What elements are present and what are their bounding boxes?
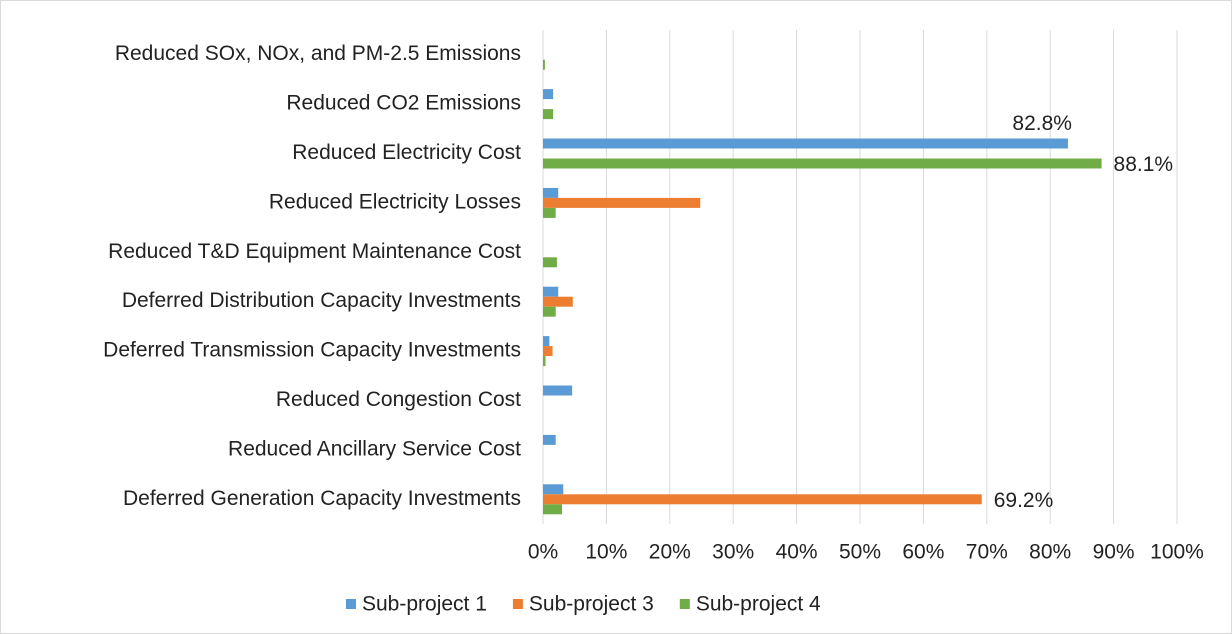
- y-tick-label: Reduced SOx, NOx, and PM-2.5 Emissions: [115, 42, 521, 65]
- legend-label: Sub-project 1: [362, 593, 487, 616]
- bar: [543, 346, 553, 357]
- y-tick-label: Deferred Transmission Capacity Investmen…: [103, 339, 521, 362]
- bar: [543, 207, 556, 218]
- bar: [543, 59, 545, 70]
- bar: [543, 484, 564, 495]
- x-tick-label: 80%: [1029, 541, 1071, 564]
- y-tick-label: Reduced Electricity Cost: [292, 141, 521, 164]
- y-tick-label: Reduced Electricity Losses: [269, 190, 521, 213]
- y-tick-label: Reduced CO2 Emissions: [286, 92, 521, 115]
- bar: [543, 494, 982, 505]
- bar: [543, 296, 573, 307]
- bar: [543, 257, 557, 268]
- legend-swatch: [679, 599, 690, 609]
- x-tick-label: 100%: [1150, 541, 1204, 564]
- legend-swatch: [512, 599, 523, 609]
- y-tick-label: Reduced Ancillary Service Cost: [228, 437, 521, 460]
- bar: [543, 109, 554, 120]
- bar: [543, 158, 1102, 169]
- x-tick-label: 60%: [902, 541, 944, 564]
- bar: [543, 385, 573, 396]
- legend-swatch: [346, 599, 356, 609]
- bar: [543, 306, 556, 317]
- bar: [543, 286, 559, 297]
- legend-label: Sub-project 3: [529, 593, 654, 616]
- bar: [543, 504, 563, 515]
- bar: [543, 336, 550, 347]
- data-label: 82.8%: [1012, 112, 1072, 135]
- x-tick-label: 0%: [528, 541, 558, 564]
- bar: [543, 197, 701, 208]
- x-tick-label: 50%: [839, 541, 881, 564]
- data-label: 88.1%: [1114, 153, 1174, 176]
- bar: [543, 434, 556, 445]
- data-label: 69.2%: [994, 489, 1054, 512]
- x-tick-label: 20%: [649, 541, 691, 564]
- x-tick-label: 70%: [966, 541, 1008, 564]
- y-tick-label: Deferred Generation Capacity Investments: [123, 487, 521, 510]
- bar: [543, 356, 546, 367]
- x-tick-label: 10%: [585, 541, 627, 564]
- bar: [543, 89, 554, 100]
- bar: [543, 187, 559, 198]
- legend-label: Sub-project 4: [696, 593, 821, 616]
- x-tick-label: 30%: [712, 541, 754, 564]
- y-tick-label: Reduced T&D Equipment Maintenance Cost: [108, 240, 521, 263]
- y-tick-label: Reduced Congestion Cost: [276, 388, 521, 411]
- bar: [543, 138, 1068, 149]
- x-tick-label: 40%: [776, 541, 818, 564]
- y-tick-label: Deferred Distribution Capacity Investmen…: [122, 289, 521, 312]
- x-tick-label: 90%: [1093, 541, 1135, 564]
